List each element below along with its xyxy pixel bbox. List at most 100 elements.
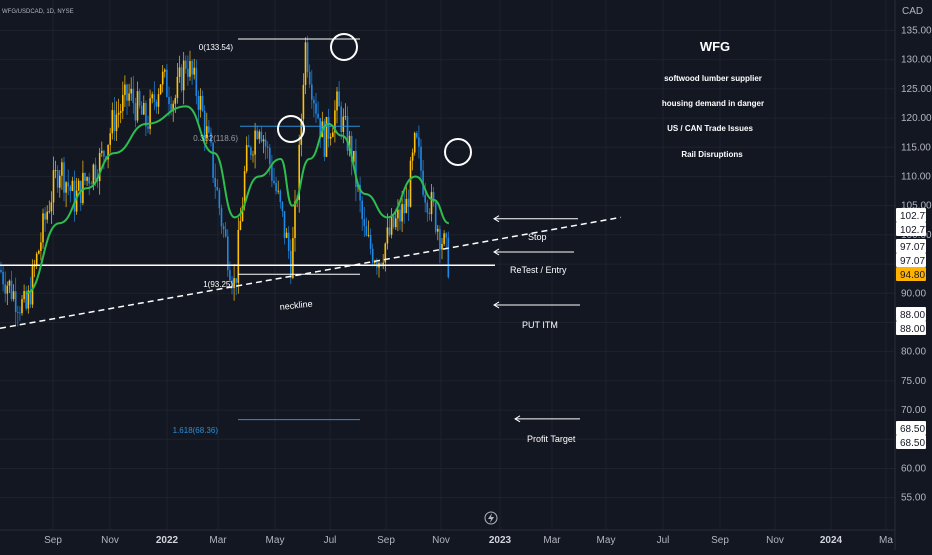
candle-body	[271, 164, 273, 181]
candle-body	[336, 91, 338, 111]
candle-body	[371, 248, 374, 263]
candle-body	[2, 271, 4, 285]
candle-body	[302, 84, 305, 120]
candle-body	[222, 226, 225, 230]
candle-body	[63, 162, 65, 193]
fib-label-base: 1(93.25)	[203, 280, 233, 289]
candle-body	[149, 98, 151, 129]
candle-body	[308, 72, 311, 85]
candle-body	[411, 152, 414, 161]
fib-label-top: 0(133.54)	[199, 43, 234, 52]
candle-body	[50, 202, 53, 212]
price-badge-label: 88.00	[900, 310, 925, 321]
candle-body	[266, 146, 269, 148]
y-tick-label: 125.00	[901, 84, 932, 95]
info-line-2: housing demand in danger	[662, 99, 764, 108]
level-lines	[0, 38, 621, 421]
candle-body	[344, 116, 347, 118]
candle-body	[315, 103, 317, 114]
candle-body	[384, 243, 387, 263]
candle-body	[77, 180, 80, 191]
candle-body	[306, 42, 309, 73]
candle-body	[96, 180, 99, 182]
x-tick-label: Mar	[209, 535, 227, 546]
x-tick-label: Nov	[766, 535, 784, 546]
candle-body	[27, 290, 30, 309]
candle-body	[145, 102, 147, 127]
candle-body	[264, 139, 267, 147]
candle-body	[416, 132, 418, 138]
candle-body	[363, 219, 366, 227]
candle-body	[292, 238, 294, 278]
candle-body	[329, 136, 332, 139]
candle-body	[161, 71, 164, 85]
candle-body	[403, 204, 405, 214]
candle-body	[38, 250, 40, 254]
candle-body	[397, 209, 399, 219]
price-badge	[896, 239, 926, 253]
y-tick-label: 60.00	[901, 463, 926, 474]
price-badge-label: 94.80	[900, 270, 925, 281]
candle-body	[220, 208, 223, 227]
candle-body	[90, 183, 93, 185]
candle-body	[399, 209, 401, 222]
candle-body	[0, 269, 2, 272]
candle-body	[390, 215, 393, 235]
candle-body	[218, 190, 221, 209]
y-tick-label: 130.00	[901, 55, 932, 66]
candle-body	[98, 152, 101, 182]
candle-body	[311, 84, 313, 100]
candle-body	[325, 117, 328, 157]
candles	[0, 35, 450, 327]
candle-body	[178, 67, 181, 77]
candle-body	[59, 175, 61, 188]
candle-body	[294, 201, 296, 239]
candle-body	[418, 137, 420, 147]
y-tick-label: 110.00	[901, 171, 931, 182]
info-line-1: softwood lumber supplier	[664, 74, 762, 83]
candle-body	[187, 68, 189, 77]
candle-body	[71, 180, 74, 191]
candle-body	[29, 290, 32, 305]
candle-body	[203, 110, 206, 138]
candle-body	[430, 192, 433, 215]
candle-body	[174, 98, 177, 104]
candle-body	[304, 42, 307, 85]
candle-body	[69, 186, 72, 191]
candle-body	[4, 284, 6, 294]
candle-body	[340, 106, 342, 132]
candle-body	[65, 182, 67, 193]
x-tick-label: Sep	[377, 535, 395, 546]
x-tick-label: 2022	[156, 535, 179, 546]
candle-body	[35, 253, 38, 266]
candle-body	[298, 144, 300, 201]
candle-body	[237, 229, 240, 283]
y-tick-label: 90.00	[901, 288, 926, 299]
y-tick-label: 70.00	[901, 405, 926, 416]
stop-arrow-head	[493, 215, 500, 223]
price-badge-label: 68.50	[900, 438, 925, 449]
fib-label-mid: 0.382(118.6)	[193, 134, 238, 143]
y-tick-label: 115.00	[901, 142, 931, 153]
candle-body	[46, 211, 48, 220]
candle-body	[212, 142, 214, 178]
candle-body	[199, 95, 202, 110]
earnings-icon[interactable]	[484, 511, 498, 525]
price-badge	[896, 222, 926, 236]
candle-body	[365, 226, 368, 236]
candle-body	[243, 171, 246, 207]
y-tick-label: 55.00	[901, 493, 926, 504]
x-tick-label: Ma	[879, 535, 893, 546]
candle-body	[353, 150, 355, 162]
candle-body	[346, 116, 349, 151]
candle-body	[361, 200, 363, 220]
candle-body	[73, 180, 76, 212]
candle-body	[54, 170, 57, 171]
candle-body	[82, 172, 84, 204]
candle-body	[283, 211, 286, 238]
candle-body	[332, 132, 334, 137]
candle-body	[119, 111, 122, 113]
candle-body	[12, 291, 15, 300]
